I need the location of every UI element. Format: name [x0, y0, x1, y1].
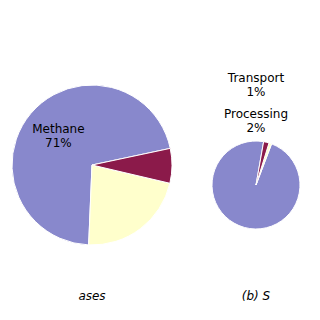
slice-label-line: 71%: [45, 136, 72, 150]
slice-label: Transport1%: [227, 71, 285, 99]
slice-label-line: 1%: [246, 85, 265, 99]
pie-caption: (b) S: [242, 289, 271, 303]
pie: [12, 85, 172, 245]
pie-caption: ases: [78, 289, 105, 303]
slice-label: Processing2%: [224, 107, 288, 135]
pie-slice: [256, 142, 269, 185]
slice-label-line: Processing: [224, 107, 288, 121]
pie-slice: [92, 148, 172, 183]
chart-svg: Methane71% ases Transport1% Processing2% (b)…: [0, 0, 320, 320]
chart-container: Methane71% ases Transport1% Processing2% (b)…: [0, 0, 320, 320]
slice-label: Methane71%: [32, 122, 84, 150]
slice-label-line: Transport: [227, 71, 285, 85]
slice-label-line: Methane: [32, 122, 84, 136]
pie: [212, 141, 300, 229]
slice-label-line: 2%: [246, 121, 265, 135]
pie-slice: [212, 141, 300, 229]
